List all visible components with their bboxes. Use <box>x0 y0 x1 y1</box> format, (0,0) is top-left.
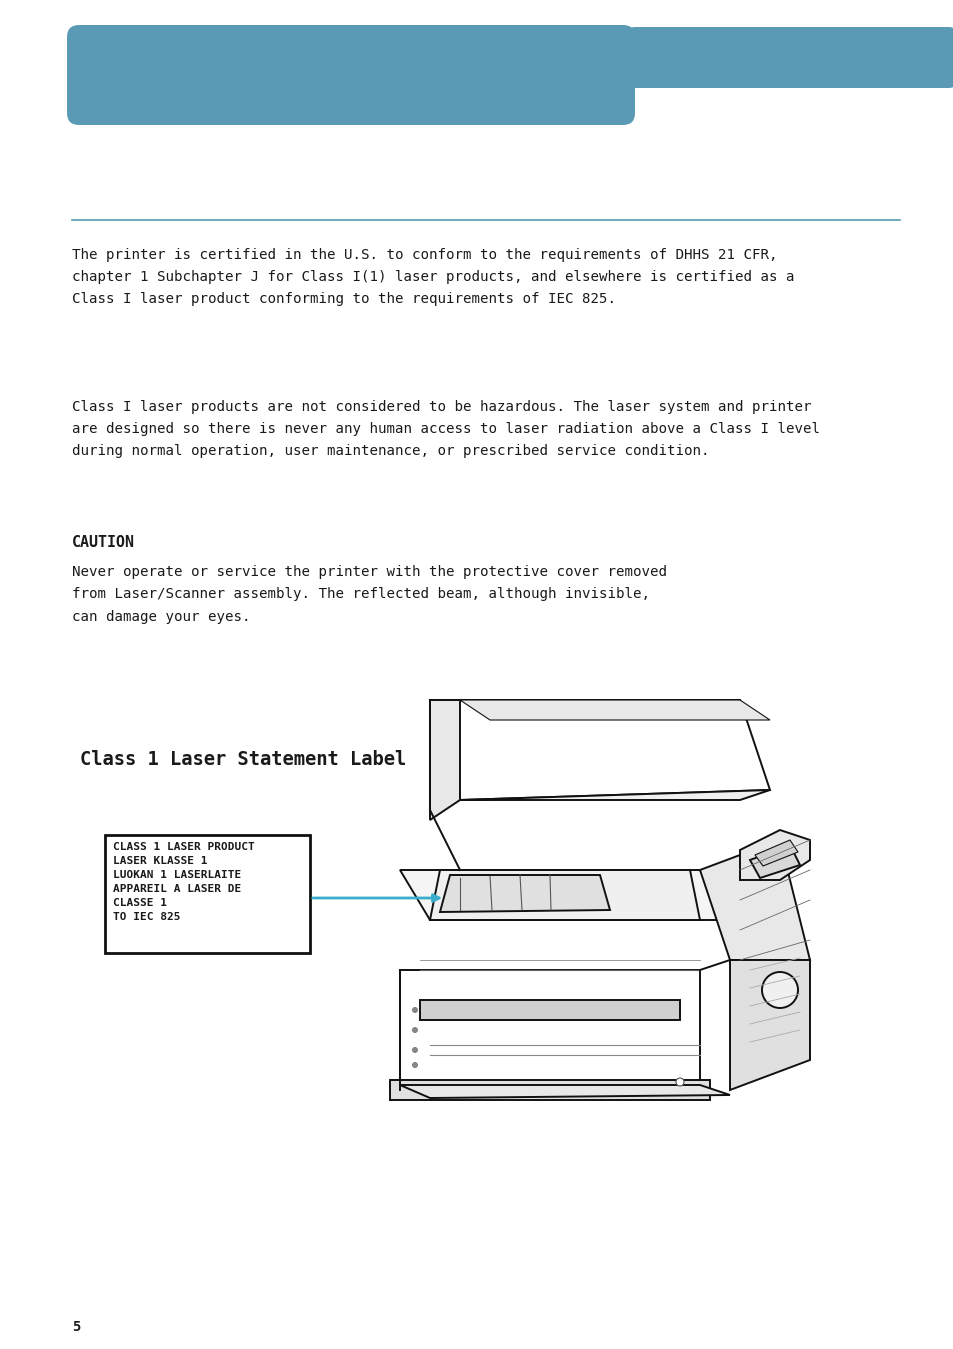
Polygon shape <box>430 700 769 800</box>
Polygon shape <box>700 840 809 960</box>
Circle shape <box>412 1008 417 1013</box>
FancyBboxPatch shape <box>626 27 953 88</box>
Circle shape <box>412 1063 417 1067</box>
Polygon shape <box>740 830 809 880</box>
Polygon shape <box>459 700 769 720</box>
Circle shape <box>412 1048 417 1052</box>
Bar <box>105 835 310 952</box>
Text: CAUTION: CAUTION <box>71 536 135 550</box>
Text: Class 1 Laser Statement Label: Class 1 Laser Statement Label <box>80 750 406 769</box>
Polygon shape <box>390 1081 709 1099</box>
Polygon shape <box>439 876 609 912</box>
Text: 5: 5 <box>71 1321 80 1334</box>
Circle shape <box>761 973 797 1008</box>
Polygon shape <box>749 844 800 878</box>
Polygon shape <box>399 970 700 1090</box>
Text: CLASS 1 LASER PRODUCT
LASER KLASSE 1
LUOKAN 1 LASERLAITE
APPAREIL A LASER DE
CLA: CLASS 1 LASER PRODUCT LASER KLASSE 1 LUO… <box>112 842 254 921</box>
Polygon shape <box>399 870 729 920</box>
Text: The printer is certified in the U.S. to conform to the requirements of DHHS 21 C: The printer is certified in the U.S. to … <box>71 248 794 306</box>
Polygon shape <box>430 700 459 820</box>
Polygon shape <box>399 1085 729 1098</box>
FancyBboxPatch shape <box>67 26 635 125</box>
Polygon shape <box>419 1000 679 1020</box>
Circle shape <box>412 1028 417 1032</box>
Text: Class I laser products are not considered to be hazardous. The laser system and : Class I laser products are not considere… <box>71 401 820 459</box>
Text: Never operate or service the printer with the protective cover removed
from Lase: Never operate or service the printer wit… <box>71 565 666 623</box>
Polygon shape <box>754 840 797 866</box>
Circle shape <box>676 1078 683 1086</box>
Polygon shape <box>729 960 809 1090</box>
Polygon shape <box>430 870 700 920</box>
Polygon shape <box>430 791 769 800</box>
